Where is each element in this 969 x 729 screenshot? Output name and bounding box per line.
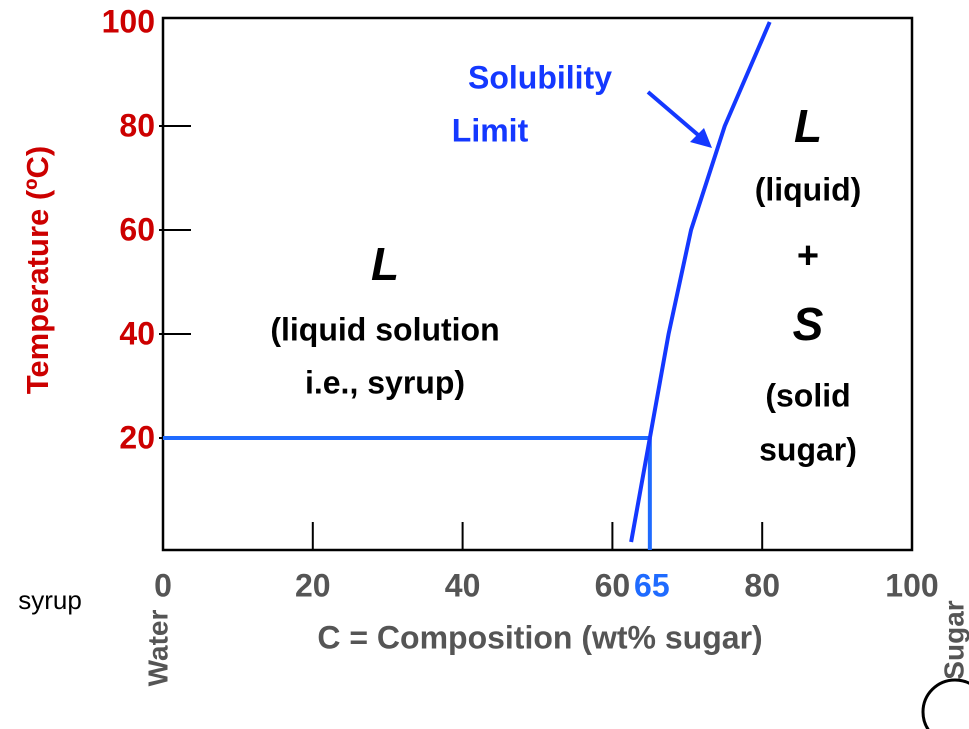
logo (921, 678, 969, 729)
y-tick-label: 100 (102, 3, 155, 39)
x-tick-label: 100 (885, 567, 938, 603)
annotation: i.e., syrup) (305, 364, 465, 400)
annotation: Sugar (938, 600, 969, 679)
annotation: L (794, 100, 822, 152)
x-tick-label: 0 (154, 567, 172, 603)
arrow (646, 90, 706, 142)
y-tick-label: 20 (119, 419, 155, 455)
x-tick-label: 60 (595, 567, 631, 603)
annotation: L (371, 238, 399, 290)
x-tick-label: 20 (295, 567, 331, 603)
x-tick-label: 80 (744, 567, 780, 603)
y-tick-label: 60 (119, 211, 155, 247)
annotation: + (797, 235, 819, 277)
solubility-curve (629, 21, 772, 543)
annotation: S (793, 298, 824, 350)
annotation: (liquid) (755, 171, 862, 207)
reference-label: 65 (634, 567, 670, 603)
annotation: Limit (452, 112, 529, 148)
arrow-head (690, 128, 712, 148)
annotation: Solubility (468, 59, 612, 95)
y-tick-label: 40 (119, 315, 155, 351)
y-tick-label: 80 (119, 107, 155, 143)
x-axis-label: C = Composition (wt% sugar) (317, 619, 762, 655)
annotation: sugar) (759, 431, 857, 467)
annotation: (solid (765, 377, 850, 413)
y-axis-label: Temperature (ºC) (20, 146, 55, 394)
annotation: syrup (18, 585, 82, 615)
plot-frame (161, 16, 914, 552)
x-tick-label: 40 (445, 567, 481, 603)
annotation: (liquid solution (270, 311, 499, 347)
annotation: Water (142, 610, 173, 687)
